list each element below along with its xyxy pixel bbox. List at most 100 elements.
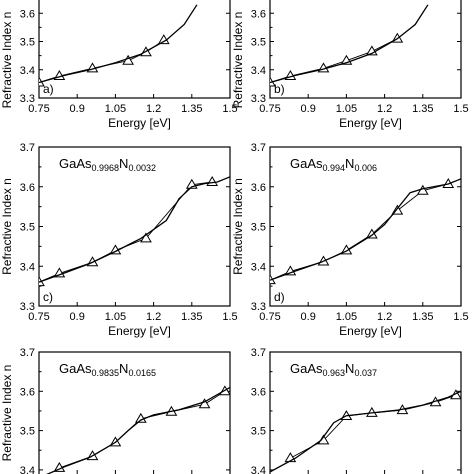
series-group — [39, 175, 230, 287]
y-tick-label: 3.4 — [20, 65, 35, 77]
chart-panel-5: 3.4 3.5 3.6 3.7 Refractive Index n GaAs0.9835… — [0, 347, 231, 474]
x-axis-title: Energy [eV] — [339, 324, 402, 338]
y-tick-label: 3.4 — [251, 65, 266, 77]
panel-title-part: 0.037 — [354, 368, 377, 378]
panel-title: GaAs0.963N0.037 — [290, 361, 377, 378]
marker-series-line — [270, 183, 449, 281]
x-tick-label: 0.9 — [301, 311, 316, 323]
x-tick-label: 1.05 — [336, 103, 357, 115]
y-tick-label: 3.6 — [251, 182, 266, 194]
panel-title: GaAs0.9835N0.0165 — [59, 361, 156, 378]
triangle-marker — [198, 398, 211, 409]
triangle-marker — [53, 461, 66, 472]
chart-panel-4: 0.75 0.9 1.05 1.2 1.35 1.5 3.3 3.4 3.5 3.6 3.7 Ener… — [231, 142, 469, 338]
series-line — [39, 4, 198, 84]
y-tick-label: 3.5 — [251, 426, 266, 438]
y-axis-title: Refractive Index n — [231, 12, 245, 109]
triangle-marker — [134, 412, 147, 423]
triangle-marker — [140, 232, 152, 243]
marker-series-line — [39, 181, 213, 283]
panel-title-part: N — [119, 361, 128, 376]
y-tick-label: 3.4 — [251, 261, 266, 273]
y-tick-label: 3.4 — [20, 261, 35, 273]
y-tick-label: 3.6 — [20, 182, 35, 194]
panel-title-part: 0.0032 — [128, 163, 156, 173]
y-tick-label: 3.6 — [20, 386, 35, 398]
x-tick-label: 1.35 — [412, 311, 433, 323]
y-axis-title: Refractive Index n — [0, 365, 14, 462]
x-tick-label: 1.35 — [412, 103, 433, 115]
panel-label: d) — [274, 290, 285, 304]
panel-title-part: N — [345, 156, 354, 171]
x-tick-label: 0.75 — [28, 103, 49, 115]
series-line — [270, 178, 461, 281]
y-tick-label: 3.7 — [251, 142, 266, 154]
plot-frame — [38, 351, 231, 474]
y-tick-label: 3.4 — [251, 465, 266, 474]
x-tick-label: 0.9 — [70, 103, 85, 115]
panel-title-part: 0.9835 — [92, 368, 120, 378]
x-tick-label: 1.35 — [181, 103, 202, 115]
x-tick-label: 0.75 — [28, 311, 49, 323]
chart-panel-6: 3.4 3.5 3.6 3.7 GaAs0.963N0.037 — [251, 347, 462, 474]
y-tick-label: 3.3 — [20, 93, 35, 105]
x-tick-label: 1.05 — [105, 311, 126, 323]
series-group — [46, 385, 230, 474]
x-tick-label: 0.75 — [259, 103, 280, 115]
chart-panel-3: 0.75 0.9 1.05 1.2 1.35 1.5 3.3 3.4 3.5 3.6 3.7 Ener… — [0, 142, 238, 338]
chart-panel-2: 0.75 0.9 1.05 1.2 1.35 1.5 3.3 3.4 3.5 3.6 Energy … — [231, 0, 469, 130]
panel-title-part: N — [345, 361, 354, 376]
plot-frame — [269, 0, 462, 99]
panel-title-part: N — [119, 156, 128, 171]
series-line — [270, 4, 429, 84]
panel-title-part: 0.994 — [323, 163, 346, 173]
triangle-marker — [365, 45, 378, 56]
x-tick-label: 1.5 — [453, 311, 468, 323]
series-group — [270, 389, 461, 473]
y-axis-title: Refractive Index n — [0, 12, 14, 109]
series-line — [46, 386, 230, 474]
panel-title-part: 0.0165 — [128, 368, 156, 378]
series-line — [270, 390, 461, 473]
y-tick-label: 3.7 — [251, 347, 266, 359]
x-tick-label: 0.9 — [301, 103, 316, 115]
panel-title-part: 0.006 — [354, 163, 377, 173]
x-axis-title: Energy [eV] — [339, 116, 402, 130]
y-tick-label: 3.5 — [20, 222, 35, 234]
x-tick-label: 1.2 — [146, 311, 161, 323]
triangle-marker — [53, 267, 66, 278]
y-axis-title: Refractive Index n — [0, 178, 14, 275]
x-tick-label: 0.9 — [70, 311, 85, 323]
x-tick-label: 1.05 — [105, 103, 126, 115]
triangle-marker — [284, 265, 297, 276]
x-tick-label: 1.2 — [377, 103, 392, 115]
y-tick-label: 3.6 — [251, 8, 266, 20]
series-group — [270, 177, 461, 285]
y-tick-label: 3.4 — [20, 465, 35, 474]
y-tick-label: 3.3 — [251, 93, 266, 105]
triangle-marker — [206, 175, 219, 186]
plot-frame — [38, 0, 231, 99]
panel-label: a) — [43, 82, 54, 96]
y-tick-label: 3.5 — [251, 222, 266, 234]
x-tick-label: 1.5 — [453, 103, 468, 115]
x-tick-label: 1.35 — [181, 311, 202, 323]
panel-label: c) — [43, 290, 53, 304]
panel-title-part: GaAs — [59, 156, 92, 171]
series-line — [39, 176, 230, 283]
y-tick-label: 3.5 — [20, 426, 35, 438]
panel-title-part: GaAs — [59, 361, 92, 376]
x-tick-label: 1.05 — [336, 311, 357, 323]
y-tick-label: 3.5 — [251, 37, 266, 49]
x-axis-title: Energy [eV] — [108, 116, 171, 130]
x-tick-label: 1.5 — [222, 103, 237, 115]
panel-title: GaAs0.994N0.006 — [290, 156, 377, 173]
panel-title-part: GaAs — [290, 156, 323, 171]
panel-label: b) — [274, 82, 285, 96]
panel-title: GaAs0.9968N0.0032 — [59, 156, 156, 173]
x-tick-label: 1.2 — [377, 311, 392, 323]
plot-frame — [269, 351, 462, 474]
y-axis-title: Refractive Index n — [231, 178, 245, 275]
panel-title-part: GaAs — [290, 361, 323, 376]
